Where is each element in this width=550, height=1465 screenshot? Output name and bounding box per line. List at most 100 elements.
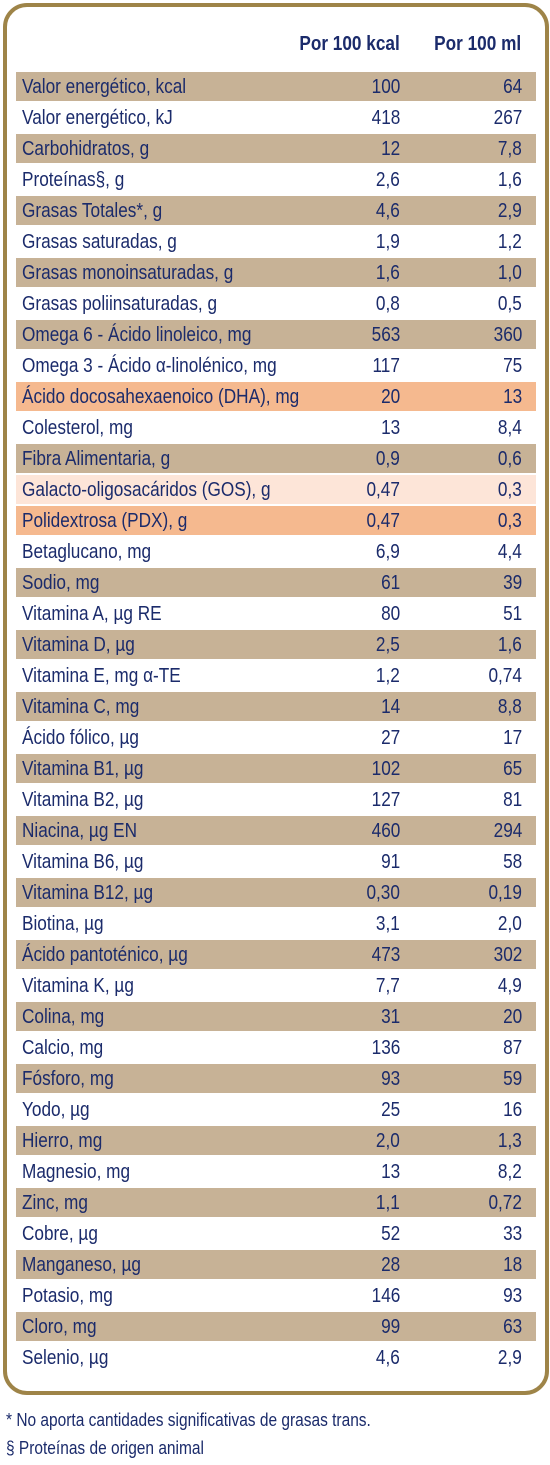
nutrient-label: Valor energético, kJ: [22, 107, 173, 129]
nutrient-label: Grasas poliinsaturadas, g: [22, 293, 218, 315]
value-per-100-kcal: 2,0: [376, 1130, 400, 1152]
value-per-100-kcal: 127: [371, 789, 400, 811]
table-row: Colina, mg 31 20: [16, 1002, 536, 1031]
value-per-100-ml: 51: [502, 603, 522, 625]
table-row: Valor energético, kcal 100 64: [16, 72, 536, 101]
nutrient-label: Manganeso, µg: [22, 1254, 141, 1276]
value-per-100-ml: 267: [493, 107, 522, 129]
value-per-100-ml: 2,0: [498, 913, 522, 935]
value-per-100-kcal: 136: [371, 1037, 400, 1059]
value-per-100-kcal: 61: [380, 572, 400, 594]
table-row: Galacto-oligosacáridos (GOS), g 0,47 0,3: [16, 475, 536, 504]
nutrition-table-frame: Por 100 kcal Por 100 ml Valor energético…: [3, 3, 549, 1395]
table-row: Proteínas§, g 2,6 1,6: [16, 165, 536, 194]
value-per-100-kcal: 4,6: [376, 200, 400, 222]
value-per-100-ml: 302: [493, 944, 522, 966]
footnote-trans-fats: * No aporta cantidades significativas de…: [6, 1410, 371, 1430]
value-per-100-ml: 63: [502, 1316, 522, 1338]
nutrient-label: Cobre, µg: [22, 1223, 98, 1245]
nutrient-label: Colesterol, mg: [22, 417, 133, 439]
value-per-100-ml: 2,9: [498, 1347, 522, 1369]
table-row: Grasas monoinsaturadas, g 1,6 1,0: [16, 258, 536, 287]
table-row: Vitamina B6, µg 91 58: [16, 847, 536, 876]
table-row: Selenio, µg 4,6 2,9: [16, 1343, 536, 1372]
column-header-per-100-kcal: Por 100 kcal: [299, 33, 400, 55]
value-per-100-ml: 0,6: [498, 448, 522, 470]
nutrient-label: Fósforo, mg: [22, 1068, 114, 1090]
table-row: Cobre, µg 52 33: [16, 1219, 536, 1248]
value-per-100-ml: 20: [502, 1006, 522, 1028]
table-row: Ácido docosahexaenoico (DHA), mg 20 13: [16, 382, 536, 411]
table-row: Vitamina C, mg 14 8,8: [16, 692, 536, 721]
value-per-100-kcal: 2,5: [376, 634, 400, 656]
value-per-100-ml: 8,4: [498, 417, 522, 439]
nutrient-label: Proteínas§, g: [22, 169, 125, 191]
value-per-100-ml: 0,74: [488, 665, 522, 687]
nutrient-label: Calcio, mg: [22, 1037, 104, 1059]
value-per-100-kcal: 28: [380, 1254, 400, 1276]
value-per-100-kcal: 2,6: [376, 169, 400, 191]
nutrient-label: Vitamina B6, µg: [22, 851, 144, 873]
value-per-100-ml: 75: [502, 355, 522, 377]
table-row: Colesterol, mg 13 8,4: [16, 413, 536, 442]
value-per-100-kcal: 6,9: [376, 541, 400, 563]
value-per-100-kcal: 0,47: [366, 510, 400, 532]
table-row: Carbohidratos, g 12 7,8: [16, 134, 536, 163]
nutrient-label: Biotina, µg: [22, 913, 104, 935]
value-per-100-ml: 18: [502, 1254, 522, 1276]
value-per-100-ml: 33: [502, 1223, 522, 1245]
table-row: Sodio, mg 61 39: [16, 568, 536, 597]
value-per-100-ml: 64: [502, 76, 522, 98]
footnote-protein-origin: § Proteínas de origen animal: [6, 1438, 204, 1458]
nutrient-label: Vitamina B12, µg: [22, 882, 154, 904]
nutrient-label: Ácido docosahexaenoico (DHA), mg: [22, 386, 300, 408]
footnotes: * No aporta cantidades significativas de…: [6, 1406, 430, 1462]
value-per-100-ml: 4,4: [498, 541, 522, 563]
value-per-100-kcal: 1,9: [376, 231, 400, 253]
value-per-100-kcal: 52: [380, 1223, 400, 1245]
value-per-100-kcal: 100: [371, 76, 400, 98]
nutrient-label: Galacto-oligosacáridos (GOS), g: [22, 479, 271, 501]
value-per-100-kcal: 93: [380, 1068, 400, 1090]
value-per-100-ml: 2,9: [498, 200, 522, 222]
nutrient-label: Colina, mg: [22, 1006, 105, 1028]
value-per-100-kcal: 1,6: [376, 262, 400, 284]
value-per-100-kcal: 0,9: [376, 448, 400, 470]
value-per-100-kcal: 1,2: [376, 665, 400, 687]
value-per-100-kcal: 117: [372, 355, 400, 377]
table-row: Valor energético, kJ 418 267: [16, 103, 536, 132]
table-header: Por 100 kcal Por 100 ml: [7, 7, 545, 69]
nutrient-label: Sodio, mg: [22, 572, 100, 594]
nutrient-label: Vitamina E, mg α-TE: [22, 665, 181, 687]
value-per-100-ml: 0,3: [498, 510, 522, 532]
value-per-100-ml: 8,8: [498, 696, 522, 718]
value-per-100-ml: 0,19: [488, 882, 522, 904]
value-per-100-ml: 87: [502, 1037, 522, 1059]
table-row: Vitamina A, µg RE 80 51: [16, 599, 536, 628]
value-per-100-kcal: 0,8: [376, 293, 400, 315]
nutrient-label: Betaglucano, mg: [22, 541, 152, 563]
nutrient-label: Selenio, µg: [22, 1347, 109, 1369]
value-per-100-kcal: 14: [380, 696, 400, 718]
table-row: Vitamina D, µg 2,5 1,6: [16, 630, 536, 659]
value-per-100-kcal: 80: [380, 603, 400, 625]
value-per-100-kcal: 473: [371, 944, 400, 966]
value-per-100-ml: 1,2: [498, 231, 522, 253]
value-per-100-kcal: 418: [371, 107, 400, 129]
table-row: Fósforo, mg 93 59: [16, 1064, 536, 1093]
table-row: Ácido fólico, µg 27 17: [16, 723, 536, 752]
value-per-100-ml: 16: [502, 1099, 522, 1121]
nutrient-label: Vitamina K, µg: [22, 975, 134, 997]
value-per-100-kcal: 31: [380, 1006, 400, 1028]
value-per-100-ml: 0,72: [488, 1192, 522, 1214]
nutrient-label: Grasas saturadas, g: [22, 231, 177, 253]
value-per-100-kcal: 25: [380, 1099, 400, 1121]
nutrient-label: Vitamina C, mg: [22, 696, 140, 718]
nutrient-label: Ácido fólico, µg: [22, 727, 140, 749]
table-row: Biotina, µg 3,1 2,0: [16, 909, 536, 938]
nutrient-label: Grasas monoinsaturadas, g: [22, 262, 234, 284]
table-row: Vitamina B12, µg 0,30 0,19: [16, 878, 536, 907]
value-per-100-kcal: 91: [380, 851, 400, 873]
value-per-100-ml: 59: [502, 1068, 522, 1090]
value-per-100-ml: 65: [502, 758, 522, 780]
